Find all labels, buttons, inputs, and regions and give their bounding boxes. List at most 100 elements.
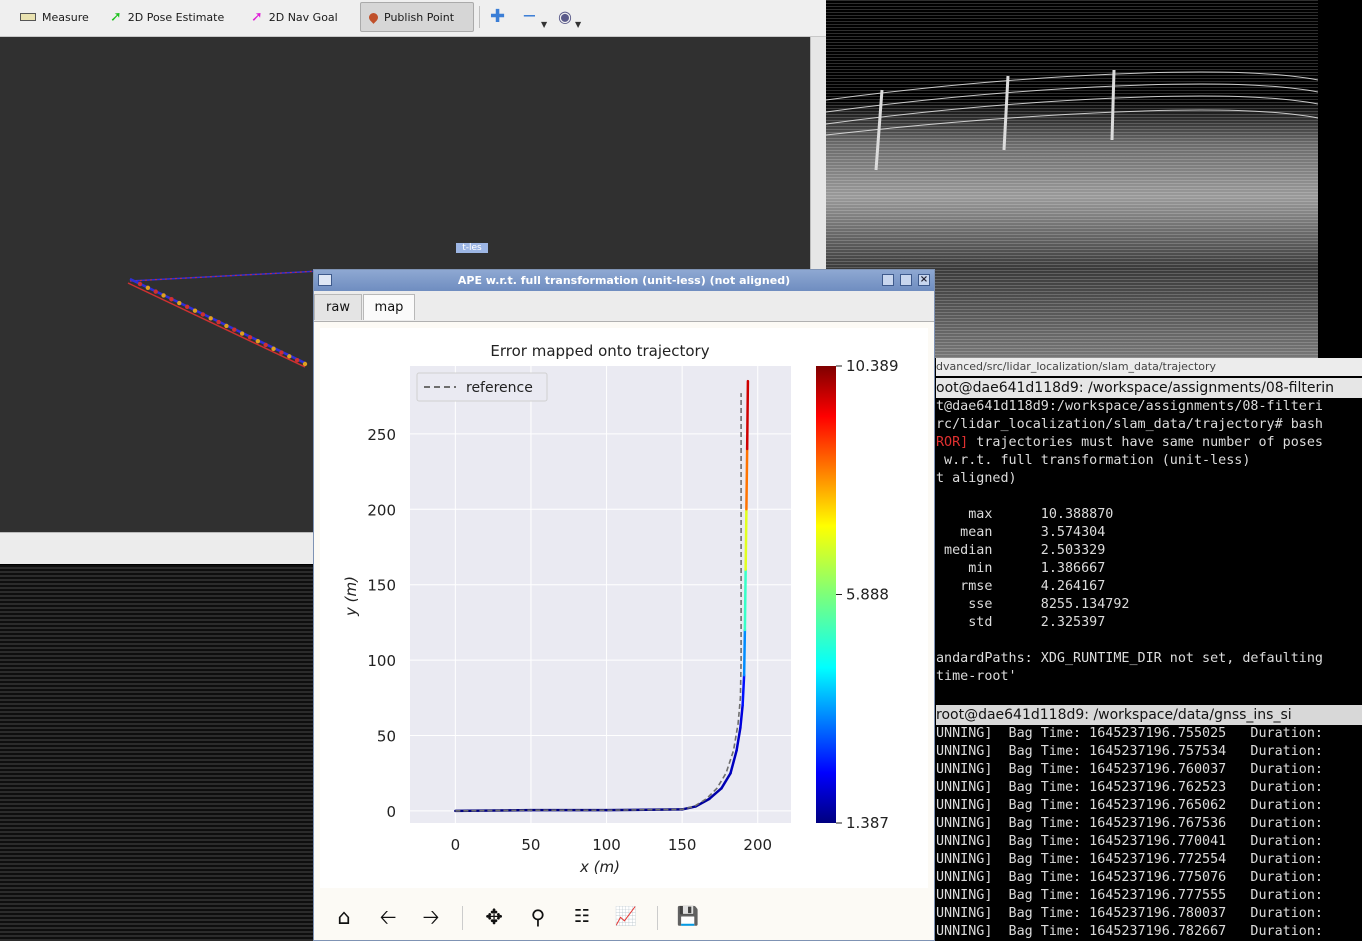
edit-axis-icon[interactable]: 📈: [614, 906, 638, 927]
colorbar-tick-label: 1.387: [846, 814, 889, 832]
terminal-line: UNNING] Bag Time: 1645237196.757534 Dura…: [936, 744, 1323, 759]
pose-marker-dot: [208, 316, 213, 321]
terminal-line: UNNING] Bag Time: 1645237196.765062 Dura…: [936, 798, 1323, 813]
error-prefix: ROR]: [936, 435, 969, 450]
error-trajectory-segment: [735, 726, 742, 752]
error-trajectory-segment: [745, 447, 749, 511]
terminal-line: UNNING] Bag Time: 1645237196.770041 Dura…: [936, 834, 1323, 849]
tool-label: Measure: [42, 10, 89, 24]
colorbar-tick-label: 5.888: [846, 586, 889, 604]
error-trajectory-segment: [741, 673, 746, 707]
grid-lines: [410, 366, 791, 823]
window-title: APE w.r.t. full transformation (unit-les…: [457, 274, 791, 287]
pose-marker-dot: [184, 304, 190, 310]
pose-marker-dot: [192, 308, 198, 313]
tick-labels: 0 50 100 150 200 0 50 100 150 200 250: [367, 426, 772, 854]
pose-marker-dot: [161, 293, 166, 298]
rviz-toolbar: Measure ➚ 2D Pose Estimate ➚ 2D Nav Goal…: [0, 0, 826, 37]
window-menu-icon[interactable]: [318, 274, 332, 286]
zoom-icon[interactable]: ⚲: [530, 905, 546, 929]
terminal-line: UNNING] Bag Time: 1645237196.775076 Dura…: [936, 870, 1323, 885]
plot-area: [410, 366, 791, 823]
minimize-icon[interactable]: [882, 274, 894, 286]
y-tick-label: 100: [367, 652, 396, 670]
tool-label: 2D Nav Goal: [268, 10, 338, 24]
trajectory-chart: 0 50 100 150 200 0 50 100 150 200 250 Error mapped…: [342, 342, 899, 876]
terminal-line: w.r.t. full transformation (unit-less): [936, 453, 1251, 468]
trajectory-line: [129, 270, 321, 282]
tab-map[interactable]: map: [363, 294, 415, 320]
terminal-line: min 1.386667: [936, 561, 1106, 576]
minus-icon[interactable]: ─: [524, 6, 535, 27]
pose-marker-dot: [239, 331, 245, 336]
chevron-down-icon[interactable]: ▼: [575, 20, 582, 29]
lidar-image-view: [0, 565, 320, 941]
pose-marker-dot: [255, 338, 261, 344]
legend-box: [416, 372, 548, 402]
terminal-line: mean 3.574304: [936, 525, 1106, 540]
tool-label: 2D Pose Estimate: [127, 10, 225, 24]
pose-marker-dot: [169, 297, 174, 302]
eye-icon[interactable]: ◉: [558, 7, 572, 26]
publish-point-tool-button[interactable]: Publish Point: [360, 2, 474, 32]
terminal-line: UNNING] Bag Time: 1645237196.782667 Dura…: [936, 924, 1323, 939]
pose-markers: [137, 281, 308, 367]
matplotlib-toolbar: ⌂ 🡠 🡢 ✥ ⚲ ☷ 📈 💾: [314, 894, 934, 940]
x-tick-label: 100: [592, 836, 621, 854]
pose-marker-dot: [145, 285, 151, 291]
pose-marker-dot: [263, 342, 268, 348]
pose-marker-dot: [247, 335, 253, 340]
terminal-line: UNNING] Bag Time: 1645237196.767536 Dura…: [936, 816, 1323, 831]
terminal-line: sse 8255.134792: [936, 597, 1130, 612]
pose-marker-dot: [200, 312, 206, 317]
error-trajectory-segment: [708, 787, 723, 801]
forward-arrow-icon[interactable]: 🡢: [422, 905, 440, 929]
back-arrow-icon[interactable]: 🡠: [379, 905, 397, 929]
legend-entry: reference: [466, 380, 533, 396]
measure-tool-button[interactable]: Measure: [12, 2, 102, 32]
magenta-arrow-icon: ➚: [251, 9, 263, 25]
colorbar: [816, 366, 836, 823]
configure-icon[interactable]: ☷: [573, 906, 591, 927]
ruler-icon: [20, 13, 36, 21]
y-tick-label: 250: [367, 426, 396, 444]
error-trajectory-segment: [694, 797, 711, 808]
power-lines-render: [825, 69, 1319, 171]
plot-canvas[interactable]: 0 50 100 150 200 0 50 100 150 200 250 Error mapped…: [320, 328, 928, 888]
plus-icon[interactable]: ✚: [490, 6, 506, 27]
y-axis-label: y (m): [342, 576, 360, 617]
ape-plot-window[interactable]: APE w.r.t. full transformation (unit-les…: [313, 269, 935, 941]
error-trajectory-segment: [744, 508, 748, 571]
terminal-window[interactable]: dvanced/src/lidar_localization/slam_data…: [936, 358, 1362, 941]
terminal-tab-title[interactable]: root@dae641d118d9: /workspace/data/gnss_…: [936, 705, 1362, 725]
terminal-line: UNNING] Bag Time: 1645237196.780037 Dura…: [936, 906, 1323, 921]
tab-raw[interactable]: raw: [314, 294, 362, 320]
pose-marker-dot: [232, 327, 237, 332]
pose-marker-dot: [302, 361, 308, 367]
terminal-tab-title[interactable]: oot@dae641d118d9: /workspace/assignments…: [936, 378, 1362, 398]
terminal-path-header: dvanced/src/lidar_localization/slam_data…: [936, 358, 1362, 376]
terminal-line: rc/lidar_localization/slam_data/trajecto…: [936, 417, 1323, 432]
home-icon[interactable]: ⌂: [337, 905, 351, 929]
terminal-line: median 2.503329: [936, 543, 1106, 558]
y-tick-label: 0: [386, 803, 396, 821]
pan-icon[interactable]: ✥: [485, 905, 503, 929]
terminal-line: UNNING] Bag Time: 1645237196.772554 Dura…: [936, 852, 1323, 867]
terminal-line: t aligned): [936, 471, 1017, 486]
error-trajectory-segment: [745, 379, 750, 451]
terminal-line: UNNING] Bag Time: 1645237196.777555 Dura…: [936, 888, 1323, 903]
nav-goal-tool-button[interactable]: ➚ 2D Nav Goal: [243, 2, 353, 32]
window-titlebar[interactable]: APE w.r.t. full transformation (unit-les…: [314, 270, 934, 291]
colorbar-ticks: 10.389 5.888 1.387: [836, 357, 899, 832]
y-tick-label: 50: [377, 728, 396, 746]
pose-marker-dot: [224, 323, 229, 329]
terminal-line: max 10.388870: [936, 507, 1114, 522]
error-trajectory-segment: [743, 568, 747, 632]
save-icon[interactable]: 💾: [676, 906, 700, 927]
x-tick-label: 200: [743, 836, 772, 854]
maximize-icon[interactable]: [900, 274, 912, 286]
reference-line: [455, 393, 742, 812]
pose-estimate-tool-button[interactable]: ➚ 2D Pose Estimate: [102, 2, 240, 32]
chevron-down-icon[interactable]: ▼: [541, 20, 548, 29]
close-icon[interactable]: ×: [918, 274, 930, 286]
